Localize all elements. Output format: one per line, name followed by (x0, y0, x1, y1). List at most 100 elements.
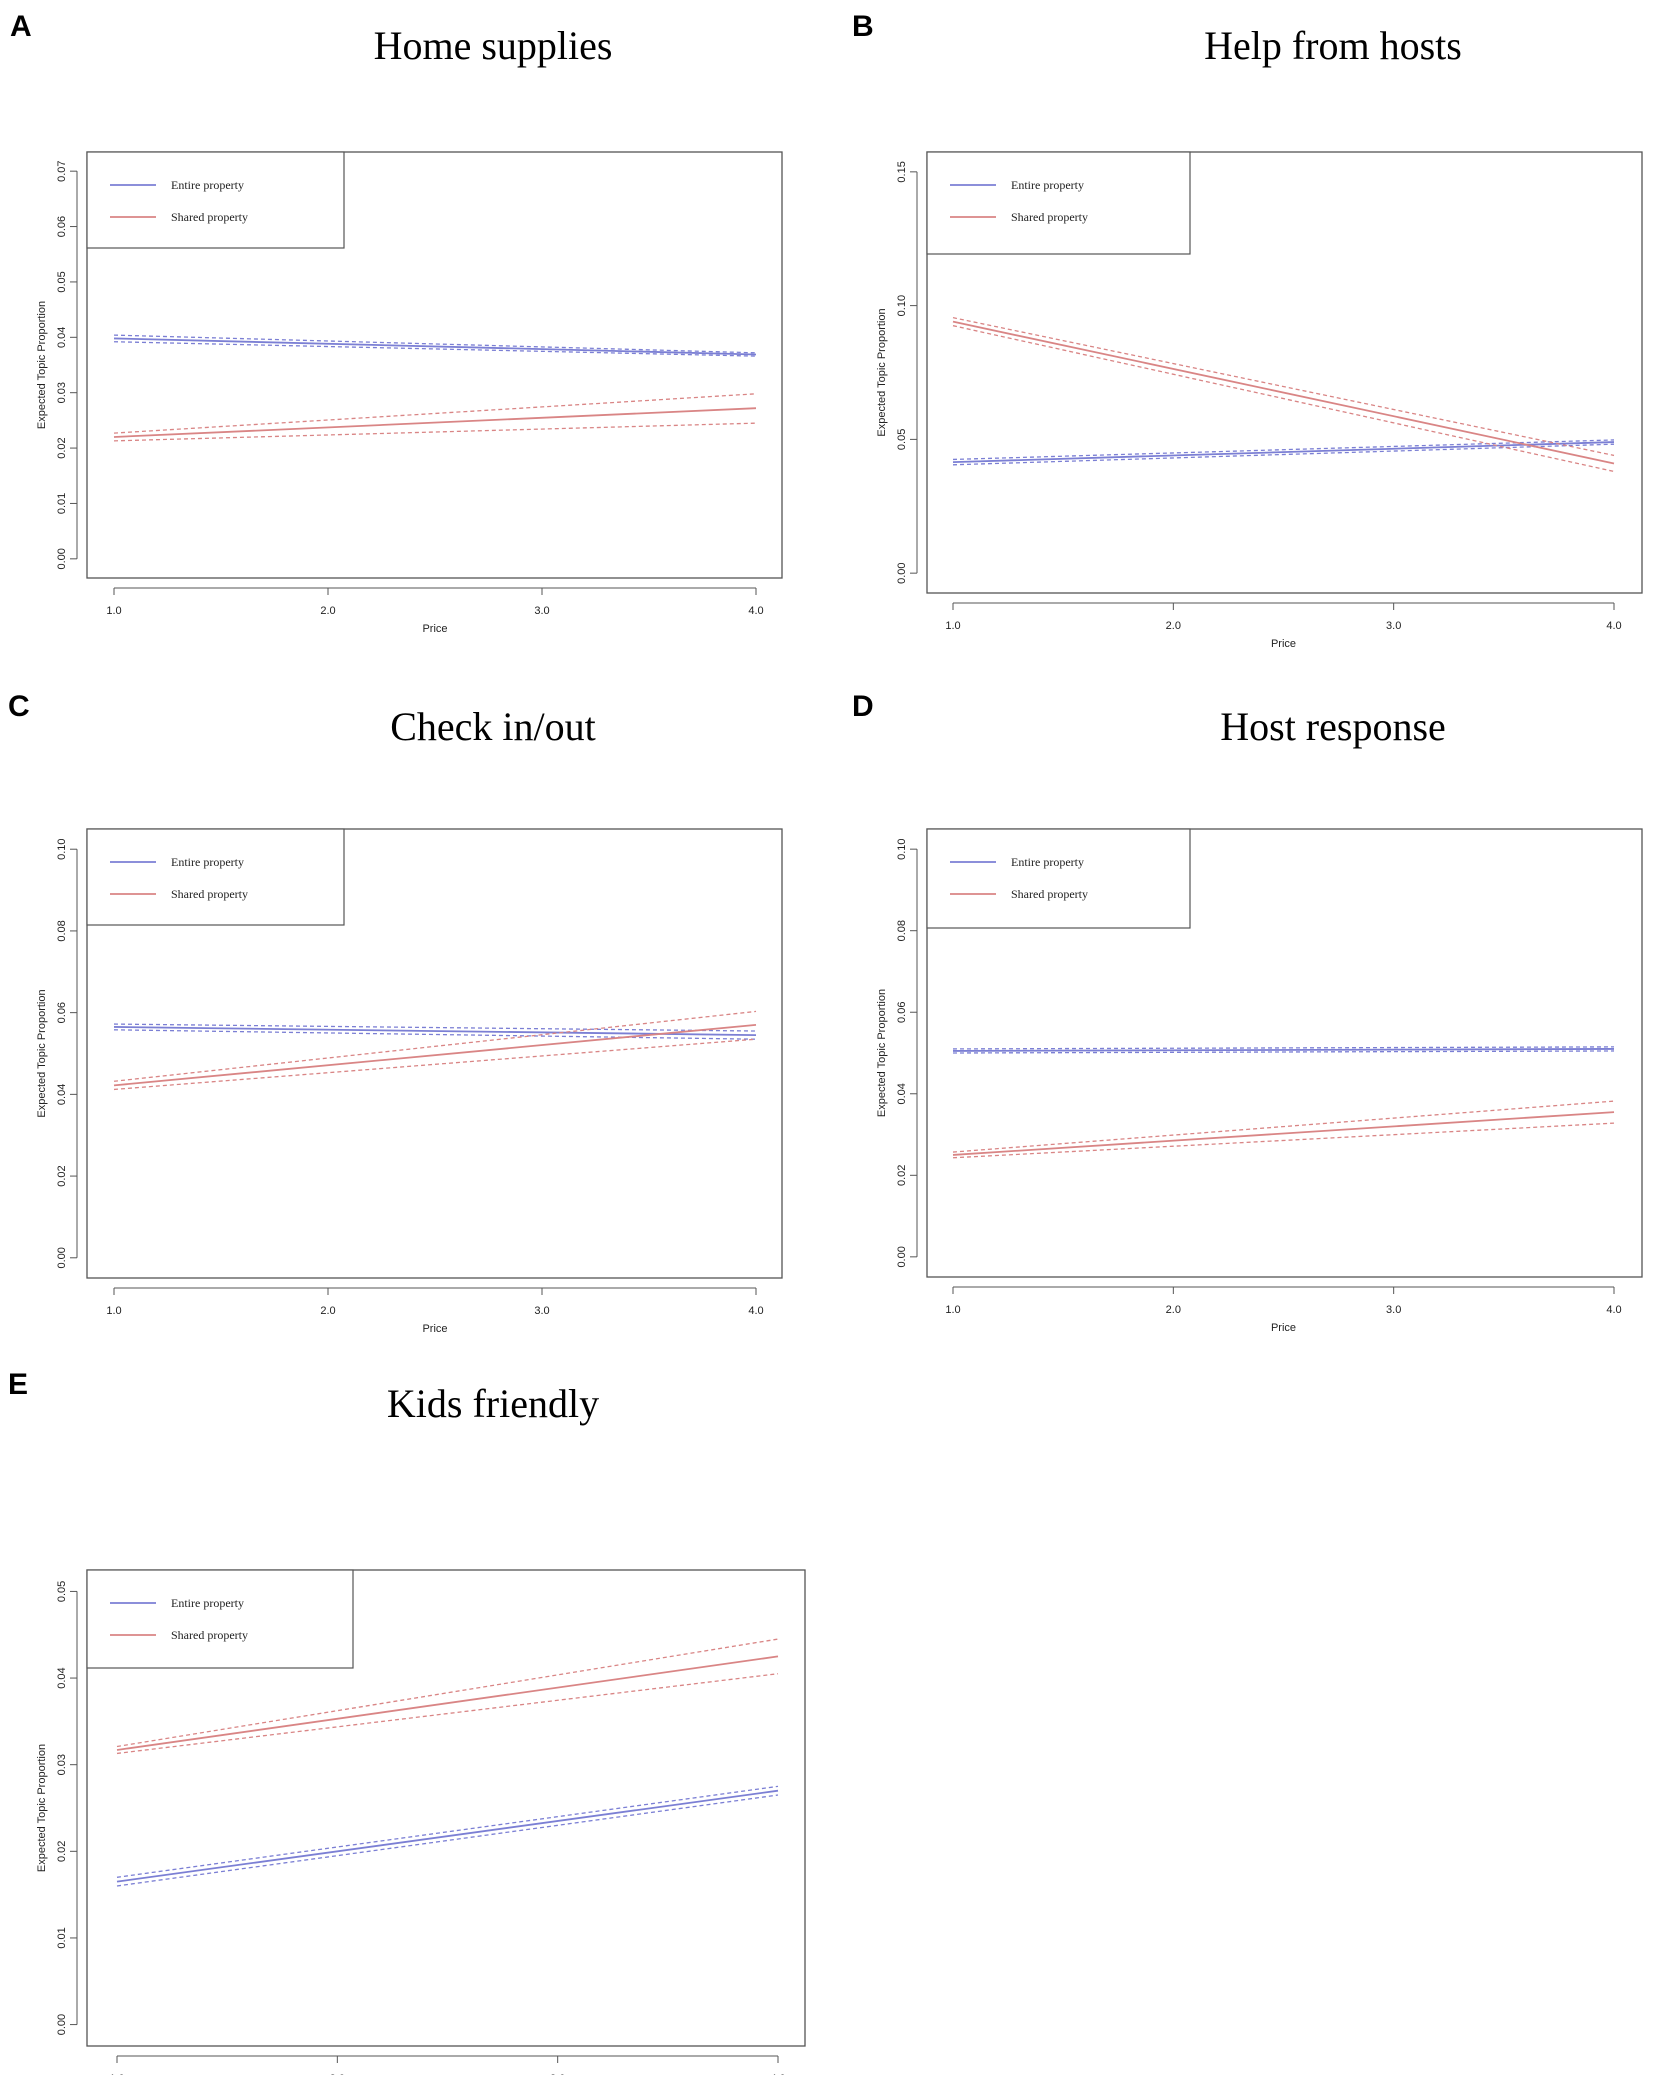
y-tick-label: 0.15 (896, 161, 908, 182)
y-tick-label: 0.00 (56, 1247, 68, 1268)
y-tick-label: 0.06 (896, 1002, 908, 1023)
chart-title-e: Kids friendly (386, 1381, 600, 1426)
x-tick-label: 4.0 (1606, 1304, 1621, 1316)
series-shared-lower-ci (952, 325, 1615, 473)
y-tick-label: 0.05 (56, 271, 68, 292)
series-shared-line (116, 1655, 779, 1751)
y-tick-label: 0.00 (896, 562, 908, 583)
y-tick-label: 0.02 (56, 1165, 68, 1186)
y-tick-label: 0.02 (896, 1165, 908, 1186)
y-tick-label: 0.08 (56, 920, 68, 941)
x-axis-label: Price (422, 623, 447, 635)
series-entire-line (113, 337, 757, 356)
y-tick-label: 0.00 (56, 2014, 68, 2035)
series-shared-line (952, 1111, 1615, 1156)
chart-e: 1.02.03.04.0Price0.000.010.020.030.040.0… (36, 1569, 806, 2075)
legend-entire-label: Entire property (171, 178, 244, 192)
plot-frame (86, 828, 783, 1279)
series-entire-upper-ci (952, 439, 1615, 461)
series-shared-upper-ci (113, 393, 757, 434)
x-tick-label: 4.0 (770, 2073, 785, 2075)
chart-d: 1.0 2.0 3.0 4.0 Price 0.00 0.02 0.04 0.06 0.08 0.1… (876, 828, 1643, 1334)
y-tick-label: 0.05 (896, 429, 908, 450)
x-tick-label: 1.0 (106, 605, 121, 617)
legend-shared-label: Shared property (171, 887, 248, 901)
panel-letter-e: E (8, 1368, 29, 1401)
y-tick-label: 0.00 (56, 548, 68, 569)
x-tick-label: 3.0 (534, 1305, 549, 1317)
legend-entire-label: Entire property (171, 855, 244, 869)
legend-box (86, 1569, 354, 1669)
legend-shared-label: Shared property (1011, 210, 1088, 224)
y-axis-label: Expected Topic Proportion (36, 1744, 48, 1872)
chart-title-c: Check in/out (390, 704, 596, 749)
y-tick-label: 0.07 (56, 160, 68, 181)
legend-entire-label: Entire property (171, 1596, 244, 1610)
y-tick-label: 0.03 (56, 382, 68, 403)
chart-title-d: Host response (1220, 704, 1446, 749)
legend-shared-label: Shared property (1011, 887, 1088, 901)
panel-letter-b: B (852, 10, 874, 43)
legend-box (86, 151, 345, 249)
series-entire-line (116, 1789, 779, 1883)
y-axis-label: Expected Topic Proportion (36, 301, 48, 429)
y-tick-label: 0.05 (56, 1581, 68, 1602)
y-tick-label: 0.04 (56, 1084, 68, 1105)
legend-shared-label: Shared property (171, 210, 248, 224)
y-axis-label: Expected Topic Proportion (876, 989, 888, 1117)
x-tick-label: 3.0 (534, 605, 549, 617)
x-tick-label: 4.0 (1606, 620, 1621, 632)
y-tick-label: 0.06 (56, 216, 68, 237)
plot-frame (926, 151, 1643, 594)
y-tick-label: 0.04 (56, 327, 68, 348)
y-axis-label: Expected Topic Proportion (876, 308, 888, 436)
y-tick-label: 0.04 (56, 1667, 68, 1688)
series-shared-line (113, 407, 757, 438)
series-shared-lower-ci (952, 1122, 1615, 1159)
x-tick-label: 2.0 (320, 605, 335, 617)
legend-box (926, 828, 1191, 929)
y-tick-label: 0.10 (896, 838, 908, 859)
x-axis-label: Price (422, 1323, 447, 1335)
series-shared-line (113, 1024, 757, 1087)
legend-box (86, 828, 345, 926)
series-entire-upper-ci (116, 1785, 779, 1878)
series-entire-upper-ci (113, 1023, 757, 1032)
y-tick-label: 0.01 (56, 1927, 68, 1948)
x-tick-label: 1.0 (945, 1304, 960, 1316)
series-shared-lower-ci (113, 422, 757, 442)
y-tick-label: 0.10 (896, 295, 908, 316)
plot-frame (926, 828, 1643, 1278)
x-tick-label: 2.0 (330, 2073, 345, 2075)
panel-letter-d: D (852, 690, 874, 723)
y-tick-label: 0.08 (896, 920, 908, 941)
series-shared-line (952, 320, 1615, 465)
y-tick-label: 0.02 (56, 437, 68, 458)
series-entire-line (952, 441, 1615, 464)
panel-letter-c: C (8, 690, 30, 723)
y-tick-label: 0.10 (56, 838, 68, 859)
series-entire-upper-ci (113, 334, 757, 354)
x-tick-label: 4.0 (748, 1305, 763, 1317)
chart-b: 1.0 2.0 3.0 4.0 Price 0.00 0.05 0.10 0.15 Expecte… (876, 151, 1643, 650)
y-axis-label: Expected Topic Proportion (36, 989, 48, 1117)
series-entire-lower-ci (113, 1029, 757, 1040)
series-entire-lower-ci (116, 1794, 779, 1887)
chart-c: 1.0 2.0 3.0 4.0 Price 0.00 0.02 0.04 0.06 0.08 0.1… (36, 828, 783, 1335)
chart-title-a: Home supplies (373, 23, 613, 68)
x-tick-label: 3.0 (1386, 1304, 1401, 1316)
series-shared-upper-ci (113, 1010, 757, 1082)
series-shared-upper-ci (952, 317, 1615, 457)
series-entire-line (952, 1048, 1615, 1052)
series-entire-line (113, 1026, 757, 1037)
y-tick-label: 0.02 (56, 1841, 68, 1862)
x-tick-label: 3.0 (550, 2073, 565, 2075)
plot-frame (86, 151, 783, 579)
series-entire-lower-ci (952, 1050, 1615, 1054)
chart-title-b: Help from hosts (1204, 23, 1462, 68)
legend-entire-label: Entire property (1011, 178, 1084, 192)
legend-shared-label: Shared property (171, 1628, 248, 1642)
plot-frame (86, 1569, 806, 2047)
series-entire-upper-ci (952, 1046, 1615, 1050)
x-tick-label: 2.0 (320, 1305, 335, 1317)
